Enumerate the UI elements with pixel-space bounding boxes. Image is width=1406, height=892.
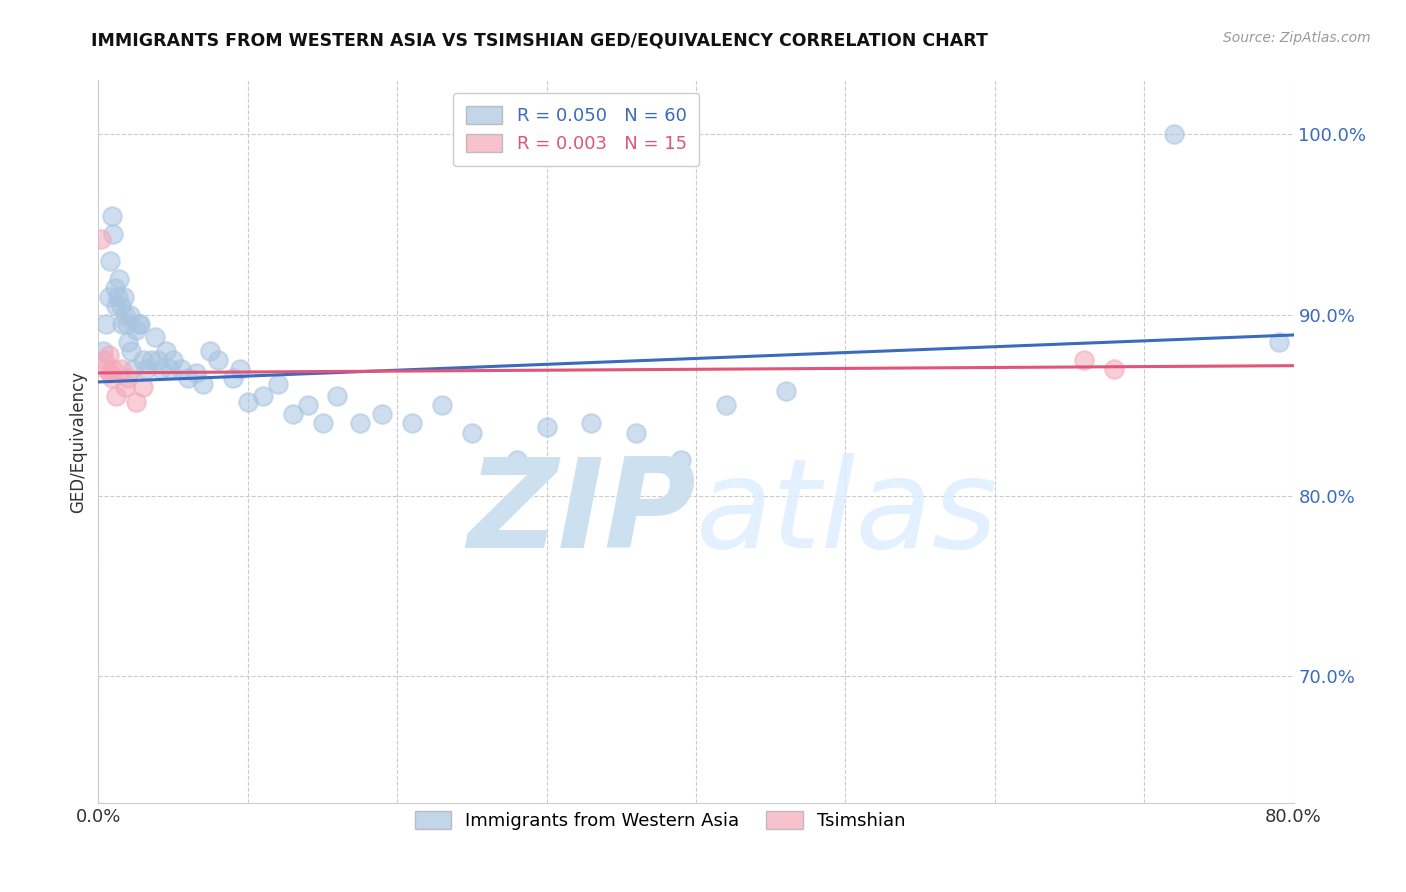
Point — [105, 299, 128, 313]
Point — [236, 394, 259, 409]
Point — [1104, 362, 1126, 376]
Point — [94, 317, 117, 331]
Point — [97, 290, 120, 304]
Point — [297, 398, 319, 412]
Y-axis label: GED/Equivalency: GED/Equivalency — [69, 370, 87, 513]
Point — [207, 353, 229, 368]
Text: Source: ZipAtlas.com: Source: ZipAtlas.com — [1223, 31, 1371, 45]
Point — [1267, 335, 1289, 350]
Point — [1073, 353, 1095, 368]
Point — [114, 308, 136, 322]
Point — [159, 362, 181, 376]
Point — [114, 380, 136, 394]
Point — [120, 344, 142, 359]
Point — [714, 398, 737, 412]
Point — [125, 394, 148, 409]
Point — [93, 353, 115, 368]
Point — [775, 384, 797, 398]
Point — [135, 362, 157, 376]
Point — [222, 371, 245, 385]
Point — [103, 362, 125, 376]
Point — [112, 290, 135, 304]
Point — [105, 389, 128, 403]
Point — [148, 353, 170, 368]
Point — [267, 376, 290, 391]
Point — [111, 317, 134, 331]
Point — [162, 353, 184, 368]
Point — [229, 362, 252, 376]
Point — [101, 371, 124, 385]
Point — [155, 344, 177, 359]
Point — [118, 308, 141, 322]
Point — [536, 420, 558, 434]
Point — [107, 290, 129, 304]
Point — [91, 344, 114, 359]
Point — [128, 317, 150, 331]
Point — [103, 227, 125, 241]
Point — [94, 362, 117, 376]
Point — [108, 272, 131, 286]
Point — [97, 348, 120, 362]
Point — [581, 417, 603, 431]
Point — [461, 425, 484, 440]
Point — [326, 389, 349, 403]
Point — [110, 362, 132, 376]
Point — [371, 408, 394, 422]
Point — [132, 380, 155, 394]
Text: IMMIGRANTS FROM WESTERN ASIA VS TSIMSHIAN GED/EQUIVALENCY CORRELATION CHART: IMMIGRANTS FROM WESTERN ASIA VS TSIMSHIA… — [91, 31, 988, 49]
Point — [626, 425, 648, 440]
Point — [200, 344, 222, 359]
Point — [1163, 128, 1185, 142]
Text: atlas: atlas — [696, 453, 998, 574]
Text: ZIP: ZIP — [467, 453, 696, 574]
Point — [169, 362, 191, 376]
Point — [117, 335, 139, 350]
Point — [115, 317, 138, 331]
Point — [184, 366, 207, 380]
Point — [101, 209, 124, 223]
Point — [110, 299, 132, 313]
Point — [117, 371, 139, 385]
Legend: Immigrants from Western Asia, Tsimshian: Immigrants from Western Asia, Tsimshian — [408, 804, 912, 837]
Point — [125, 322, 148, 336]
Point — [281, 408, 304, 422]
Point — [430, 398, 453, 412]
Point — [191, 376, 214, 391]
Point — [177, 371, 200, 385]
Point — [252, 389, 274, 403]
Point — [90, 232, 112, 246]
Point — [311, 417, 333, 431]
Point — [121, 362, 143, 376]
Point — [349, 417, 371, 431]
Point — [143, 330, 166, 344]
Point — [506, 452, 529, 467]
Point — [401, 417, 423, 431]
Point — [129, 317, 152, 331]
Point — [669, 452, 692, 467]
Point — [104, 281, 127, 295]
Point — [139, 353, 162, 368]
Point — [98, 253, 122, 268]
Point — [132, 353, 155, 368]
Point — [150, 362, 173, 376]
Point — [98, 366, 122, 380]
